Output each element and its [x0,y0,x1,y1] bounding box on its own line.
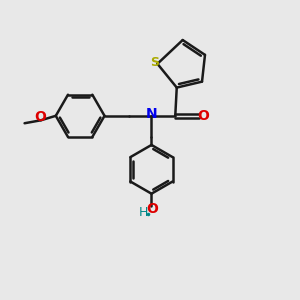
Text: N: N [146,107,157,121]
Text: H: H [139,206,148,219]
Text: O: O [34,110,46,124]
Text: O: O [146,202,158,216]
Text: O: O [198,109,209,123]
Text: S: S [150,56,159,69]
